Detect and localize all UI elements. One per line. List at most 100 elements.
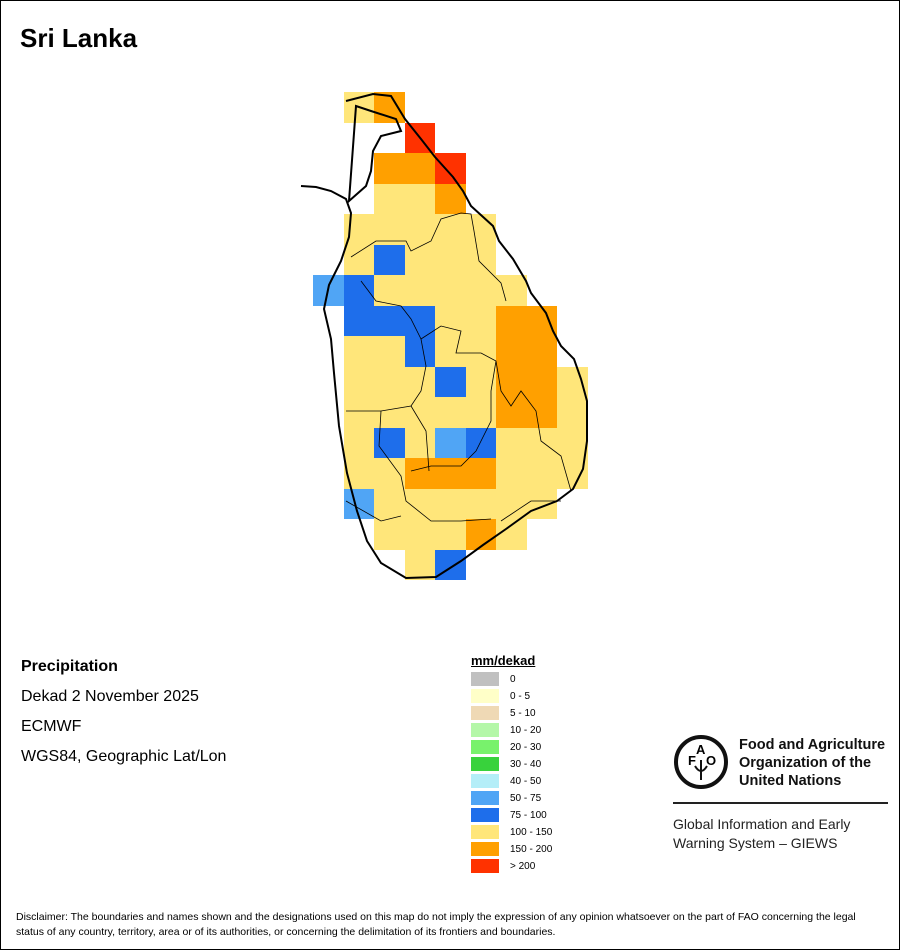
grid-cell: [527, 458, 557, 489]
legend-swatch: [471, 689, 499, 703]
grid-cell: [496, 489, 527, 519]
legend-swatch: [471, 808, 499, 822]
legend-title: mm/dekad: [471, 653, 536, 668]
grid-cell: [466, 306, 496, 336]
legend-label: 30 - 40: [510, 758, 542, 770]
legend-item: > 200: [471, 859, 535, 873]
grid-cell: [496, 458, 527, 489]
grid-cell: [344, 397, 374, 428]
grid-cell: [527, 336, 557, 367]
legend-swatch: [471, 774, 499, 788]
source-label: ECMWF: [21, 718, 82, 735]
grid-cell: [374, 428, 405, 458]
grid-cell: [466, 458, 496, 489]
grid-cell: [496, 397, 527, 428]
legend-item: 40 - 50: [471, 774, 541, 788]
fao-name-line: Food and Agriculture: [739, 737, 886, 753]
grid-cell: [405, 519, 435, 550]
grid-cell: [374, 214, 405, 245]
legend-label: 40 - 50: [510, 775, 542, 787]
legend-label: 20 - 30: [510, 741, 542, 753]
grid-cell: [435, 519, 466, 550]
legend-swatch: [471, 740, 499, 754]
grid-cell: [344, 306, 374, 336]
legend-swatch: [471, 757, 499, 771]
grid-cell: [527, 397, 557, 428]
grid-cell: [405, 214, 435, 245]
grid-cell: [466, 367, 496, 397]
grid-cell: [435, 489, 466, 519]
legend-item: 75 - 100: [471, 808, 547, 822]
grid-cell: [435, 153, 466, 184]
giews-line: Warning System – GIEWS: [673, 835, 838, 851]
grid-cell: [405, 275, 435, 306]
grid-cell: [405, 397, 435, 428]
period-label: Dekad 2 November 2025: [21, 688, 199, 705]
legend-swatch: [471, 842, 499, 856]
legend-label: 10 - 20: [510, 724, 542, 736]
disclaimer: Disclaimer: The boundaries and names sho…: [16, 911, 856, 938]
grid-cell: [435, 336, 466, 367]
divider: [673, 802, 888, 804]
legend-swatch: [471, 706, 499, 720]
grid-cell: [374, 275, 405, 306]
legend-label: 75 - 100: [510, 809, 547, 821]
svg-text:O: O: [706, 753, 716, 768]
grid-cell: [527, 428, 557, 458]
grid-cell: [344, 458, 374, 489]
grid-cell: [466, 275, 496, 306]
grid-cell: [496, 519, 527, 550]
grid-cell: [466, 245, 496, 275]
grid-cell: [374, 306, 405, 336]
giews-line: Global Information and Early: [673, 816, 851, 832]
svg-text:F: F: [688, 753, 696, 768]
grid-cell: [496, 275, 527, 306]
grid-cell: [435, 245, 466, 275]
legend-swatch: [471, 859, 499, 873]
grid-cell: [374, 519, 405, 550]
legend-swatch: [471, 825, 499, 839]
grid-cell: [435, 458, 466, 489]
giews-label: Global Information and Early Warning Sys…: [673, 815, 850, 853]
fao-name-line: Organization of the: [739, 755, 872, 771]
grid-cell: [405, 245, 435, 275]
legend-label: 100 - 150: [510, 826, 553, 838]
grid-cell: [496, 336, 527, 367]
grid-cell: [405, 428, 435, 458]
grid-cell: [374, 367, 405, 397]
grid-cell: [374, 489, 405, 519]
grid-cell: [344, 245, 374, 275]
legend-item: 10 - 20: [471, 723, 541, 737]
grid-cell: [435, 275, 466, 306]
grid-cell: [374, 245, 405, 275]
legend-item: 30 - 40: [471, 757, 541, 771]
grid-cell: [374, 336, 405, 367]
grid-cell: [374, 153, 405, 184]
grid-cell: [344, 336, 374, 367]
legend-item: 0 - 5: [471, 689, 530, 703]
grid-cell: [466, 489, 496, 519]
grid-cell: [405, 550, 435, 580]
grid-cell: [405, 184, 435, 214]
grid-cell: [466, 428, 496, 458]
legend-item: 150 - 200: [471, 842, 552, 856]
grid-cell: [344, 428, 374, 458]
fao-logo-icon: F A O: [674, 735, 728, 789]
legend-label: 150 - 200: [510, 843, 553, 855]
grid-cell: [435, 397, 466, 428]
legend-item: 100 - 150: [471, 825, 552, 839]
grid-cell: [374, 458, 405, 489]
legend-item: 0: [471, 672, 516, 686]
legend-label: 0 - 5: [510, 690, 531, 702]
grid-cell: [496, 306, 527, 336]
precip-grid: [313, 92, 588, 580]
legend-swatch: [471, 723, 499, 737]
projection-label: WGS84, Geographic Lat/Lon: [21, 748, 227, 765]
svg-text:A: A: [696, 742, 706, 757]
legend-label: > 200: [510, 860, 536, 872]
grid-cell: [466, 336, 496, 367]
legend-item: 5 - 10: [471, 706, 536, 720]
grid-cell: [405, 336, 435, 367]
grid-cell: [405, 153, 435, 184]
